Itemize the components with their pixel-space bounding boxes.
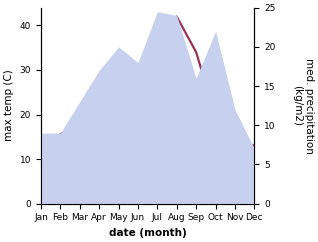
Y-axis label: med. precipitation
(kg/m2): med. precipitation (kg/m2) (292, 58, 314, 153)
Y-axis label: max temp (C): max temp (C) (4, 70, 14, 142)
X-axis label: date (month): date (month) (109, 228, 187, 238)
